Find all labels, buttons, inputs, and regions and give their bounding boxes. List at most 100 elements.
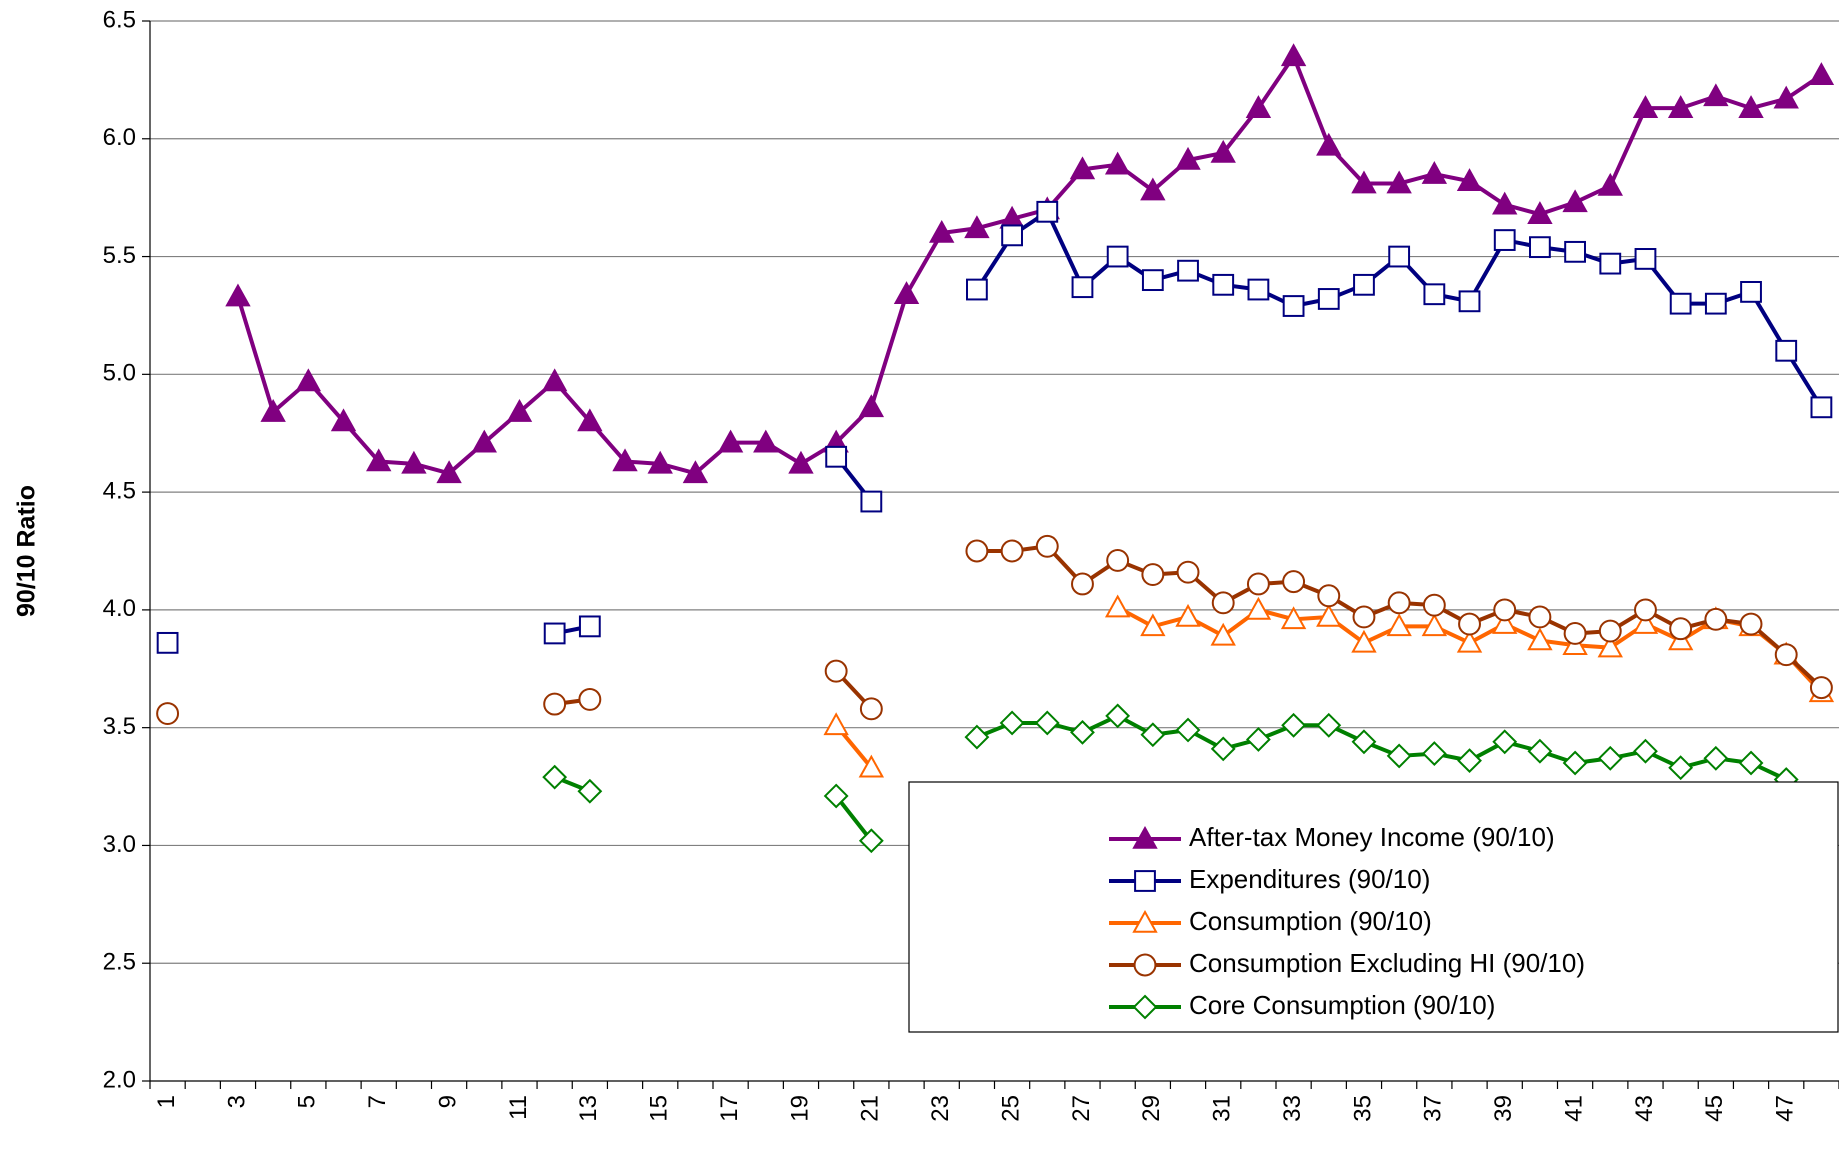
data-point [1704, 292, 1727, 315]
data-point [1809, 676, 1833, 700]
data-point [1280, 43, 1307, 67]
data-point [1703, 83, 1729, 107]
x-tick-label: 45 [1701, 1095, 1728, 1122]
data-point [578, 687, 602, 711]
legend-marker [1132, 909, 1158, 933]
y-tick-label: 4.0 [103, 595, 136, 622]
x-tick-label: 17 [716, 1095, 743, 1122]
y-tick-label: 6.5 [103, 6, 136, 33]
data-point [1140, 722, 1166, 748]
data-point [1388, 245, 1411, 268]
x-tick-label: 23 [927, 1095, 954, 1122]
legend-marker [1134, 870, 1156, 892]
data-point [1456, 629, 1483, 653]
data-point [543, 692, 567, 716]
data-point [859, 697, 883, 721]
data-point [1282, 570, 1306, 594]
data-point [1774, 643, 1798, 667]
data-point [1597, 745, 1623, 771]
data-point [788, 450, 814, 474]
data-point [860, 490, 883, 513]
data-point [1001, 224, 1023, 247]
data-point [1387, 591, 1411, 615]
data-point [1492, 729, 1518, 755]
data-point [1000, 539, 1024, 563]
data-point [647, 450, 673, 474]
data-point [1071, 276, 1094, 299]
data-point [1421, 613, 1448, 637]
data-point [966, 278, 988, 301]
data-point [1353, 273, 1375, 296]
x-tick-label: 25 [997, 1095, 1024, 1122]
data-point [1669, 617, 1693, 641]
data-point [1071, 572, 1094, 596]
data-point [1281, 712, 1307, 738]
data-point [1703, 745, 1729, 771]
data-point [1810, 396, 1833, 419]
data-point [612, 448, 638, 472]
x-tick-label: 33 [1279, 1095, 1306, 1122]
data-point [1175, 717, 1201, 743]
data-point [823, 783, 849, 809]
data-point [1175, 146, 1201, 170]
data-point [1563, 621, 1587, 645]
data-point [577, 408, 603, 432]
data-point [964, 215, 990, 239]
data-point [156, 702, 180, 725]
data-point [823, 712, 849, 736]
data-point [1423, 283, 1446, 306]
x-tick-label: 13 [575, 1095, 602, 1122]
x-tick-label: 5 [294, 1095, 321, 1108]
data-point [1775, 339, 1798, 362]
y-tick-label: 4.5 [103, 477, 136, 504]
data-point [1212, 273, 1235, 296]
data-point [1527, 627, 1553, 651]
data-point [929, 219, 955, 243]
data-point [1106, 245, 1129, 268]
data-point [1739, 612, 1763, 636]
data-point [1245, 95, 1272, 118]
data-point [1386, 613, 1412, 637]
data-point [1808, 62, 1835, 85]
data-point [1317, 584, 1341, 608]
data-point [999, 710, 1025, 736]
data-point [1245, 596, 1272, 620]
data-point [366, 448, 392, 472]
legend-marker [1132, 825, 1158, 849]
data-point [1386, 170, 1412, 194]
data-point [1140, 613, 1166, 637]
data-point [1422, 593, 1446, 617]
data-point [1106, 548, 1130, 572]
data-point [1633, 738, 1658, 764]
data-point [1634, 598, 1657, 622]
data-point [1634, 248, 1657, 270]
legend-label: Consumption Excluding HI (90/10) [1189, 948, 1585, 978]
data-point [1668, 755, 1694, 781]
data-point [1632, 610, 1659, 634]
data-point [1280, 606, 1307, 630]
x-tick-label: 21 [857, 1095, 884, 1122]
data-point [1351, 629, 1377, 653]
x-tick-label: 41 [1560, 1095, 1587, 1122]
data-point [1210, 736, 1236, 762]
data-point [1599, 252, 1622, 275]
data-point [1457, 748, 1482, 774]
x-tick-label: 27 [1068, 1095, 1095, 1122]
legend-label: After-tax Money Income (90/10) [1189, 822, 1555, 852]
x-tick-label: 19 [786, 1095, 813, 1122]
y-tick-label: 3.5 [103, 713, 136, 740]
data-point [1527, 201, 1553, 224]
x-tick-label: 3 [223, 1095, 250, 1108]
data-point [1740, 280, 1762, 303]
data-point [1351, 170, 1377, 194]
data-point [1104, 594, 1131, 618]
data-point [1386, 743, 1412, 769]
data-point [1316, 712, 1342, 738]
x-tick-label: 37 [1420, 1095, 1447, 1122]
data-point [1245, 727, 1271, 752]
data-point [858, 394, 885, 418]
data-point [260, 398, 286, 422]
data-point [1351, 729, 1377, 755]
data-point [1598, 619, 1622, 643]
data-point [1317, 288, 1340, 310]
